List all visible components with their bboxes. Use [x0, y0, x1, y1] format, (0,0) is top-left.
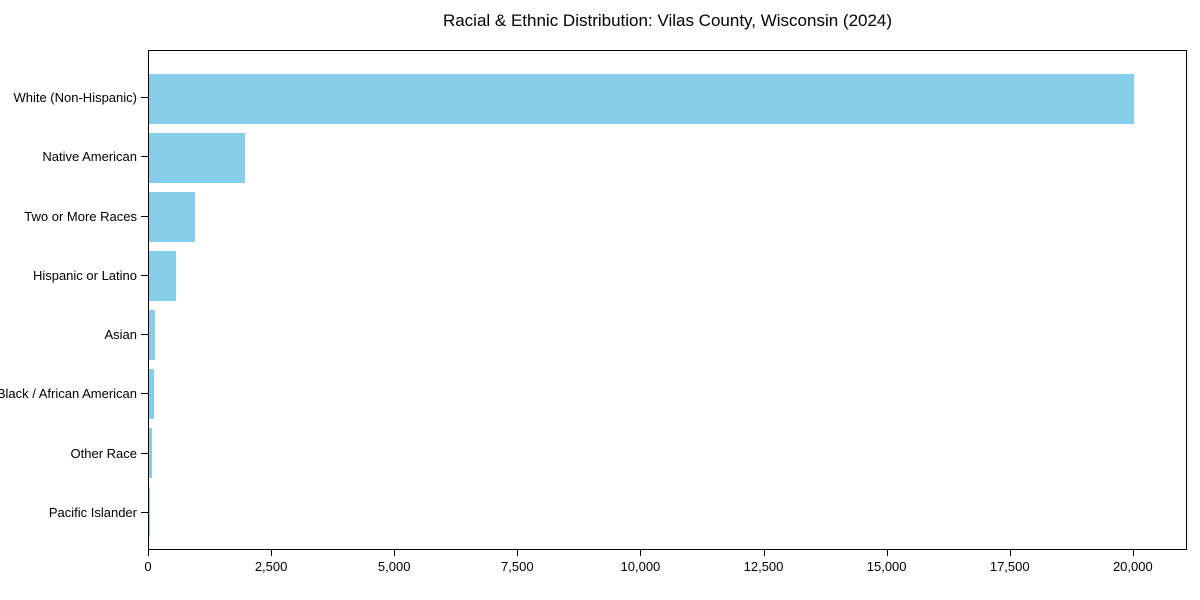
x-tick-label: 15,000 [866, 559, 907, 574]
y-tick-mark [141, 274, 148, 276]
x-tick-mark [517, 550, 519, 556]
bar [149, 309, 155, 360]
bar [149, 427, 153, 478]
bar [149, 132, 245, 183]
y-tick-label: Native American [42, 149, 137, 165]
y-axis-labels: White (Non-Hispanic) Native American Two o… [0, 68, 148, 542]
y-tick-mark [141, 452, 148, 454]
bar-row [149, 423, 1186, 482]
plot-area [148, 50, 1187, 550]
x-tick-label: 0 [144, 559, 152, 574]
bar [149, 73, 1135, 124]
y-tick-mark [141, 393, 148, 395]
x-tick-mark [148, 550, 149, 556]
bar-row [149, 69, 1186, 128]
bar-row [149, 305, 1186, 364]
bar-row [149, 128, 1186, 187]
x-tick-label: 20,000 [1112, 559, 1153, 574]
x-tick-label: 10,000 [620, 559, 661, 574]
y-label-row: White (Non-Hispanic) [0, 68, 148, 127]
y-tick-mark [141, 334, 148, 336]
x-tick-mark [1132, 550, 1134, 556]
x-tick-mark [394, 550, 396, 556]
bar-row [149, 482, 1186, 541]
y-tick-mark [141, 511, 148, 513]
bar-row [149, 364, 1186, 423]
x-tick-label: 7,500 [501, 559, 534, 574]
x-tick-label: 5,000 [377, 559, 411, 574]
x-tick-mark [1009, 550, 1011, 556]
bar [149, 368, 154, 419]
chart-title: Racial & Ethnic Distribution: Vilas Coun… [442, 11, 893, 30]
x-tick-mark [886, 550, 888, 556]
y-label-row: Hispanic or Latino [0, 246, 148, 305]
y-tick-mark [141, 97, 148, 99]
bar [149, 250, 177, 301]
y-label-row: Other Race [0, 424, 148, 483]
bar-row [149, 187, 1186, 246]
y-tick-label: White (Non-Hispanic) [13, 90, 137, 106]
bar-row [149, 246, 1186, 305]
y-tick-label: Asian [104, 327, 137, 343]
x-tick-mark [271, 550, 273, 556]
x-tick-mark [763, 550, 765, 556]
y-label-row: Pacific Islander [0, 483, 148, 542]
x-axis: 0 2,500 5,000 7,500 10,000 12,500 15,000 17,500… [144, 549, 1187, 585]
y-tick-label: Hispanic or Latino [32, 267, 137, 283]
x-tick-label: 2,500 [254, 559, 288, 574]
x-tick-mark [640, 550, 642, 556]
y-label-row: Native American [0, 127, 148, 186]
y-tick-mark [141, 156, 148, 158]
x-tick-label: 17,500 [989, 559, 1030, 574]
y-label-row: Asian [0, 305, 148, 364]
y-tick-label: Pacific Islander [48, 504, 137, 520]
y-tick-label: Other Race [70, 445, 137, 461]
y-label-row: Two or More Races [0, 187, 148, 246]
x-tick-label: 12,500 [743, 559, 784, 574]
y-tick-label: Black / African American [0, 386, 137, 402]
y-tick-label: Two or More Races [24, 208, 137, 224]
bar [149, 191, 195, 242]
y-tick-mark [141, 215, 148, 217]
y-label-row: Black / African American [0, 364, 148, 423]
bar-rows [149, 69, 1186, 541]
